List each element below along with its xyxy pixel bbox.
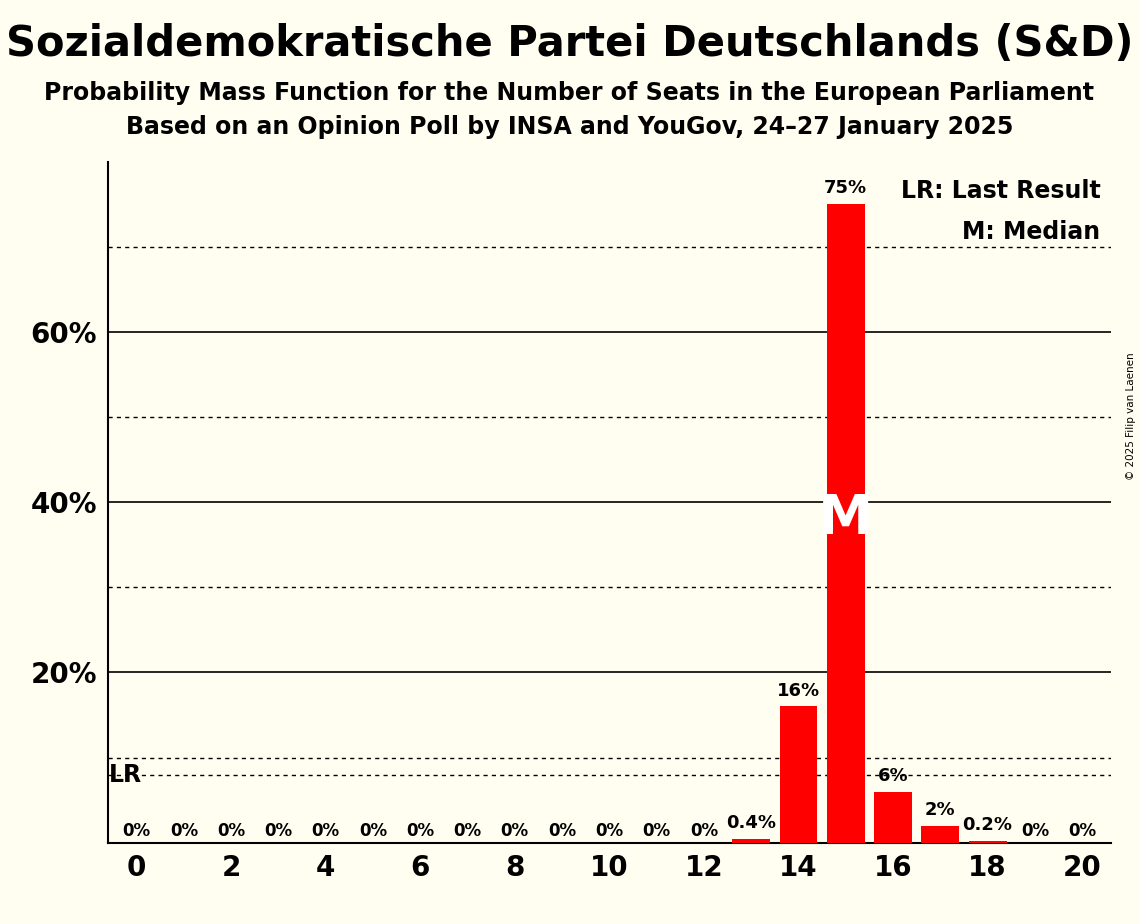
Text: 0%: 0% (264, 822, 293, 840)
Text: LR: LR (109, 762, 142, 786)
Text: Based on an Opinion Poll by INSA and YouGov, 24–27 January 2025: Based on an Opinion Poll by INSA and You… (125, 115, 1014, 139)
Text: M: Median: M: Median (962, 220, 1100, 244)
Text: © 2025 Filip van Laenen: © 2025 Filip van Laenen (1126, 352, 1136, 480)
Text: 0.4%: 0.4% (727, 814, 776, 833)
Text: 0%: 0% (642, 822, 671, 840)
Text: 0%: 0% (690, 822, 718, 840)
Bar (874, 792, 912, 843)
Text: 0%: 0% (218, 822, 245, 840)
Bar (827, 204, 865, 843)
Text: 0%: 0% (170, 822, 198, 840)
Bar (921, 826, 959, 843)
Bar (968, 841, 1007, 843)
Text: LR: Last Result: LR: Last Result (901, 178, 1100, 202)
Text: 75%: 75% (825, 179, 867, 198)
Text: 0%: 0% (359, 822, 387, 840)
Text: 0%: 0% (453, 822, 482, 840)
Text: 2%: 2% (925, 801, 956, 819)
Text: 0%: 0% (596, 822, 623, 840)
Text: Probability Mass Function for the Number of Seats in the European Parliament: Probability Mass Function for the Number… (44, 81, 1095, 105)
Bar (732, 839, 770, 843)
Text: 0%: 0% (312, 822, 339, 840)
Text: 0%: 0% (548, 822, 576, 840)
Text: 0%: 0% (1068, 822, 1096, 840)
Text: 16%: 16% (777, 682, 820, 699)
Bar (779, 707, 818, 843)
Text: 0%: 0% (501, 822, 528, 840)
Text: 0%: 0% (123, 822, 150, 840)
Text: 6%: 6% (878, 767, 909, 784)
Text: 0%: 0% (407, 822, 434, 840)
Text: 0%: 0% (1021, 822, 1049, 840)
Text: 0.2%: 0.2% (962, 816, 1013, 834)
Text: M: M (818, 492, 874, 546)
Text: Sozialdemokratische Partei Deutschlands (S&D): Sozialdemokratische Partei Deutschlands … (6, 23, 1133, 65)
